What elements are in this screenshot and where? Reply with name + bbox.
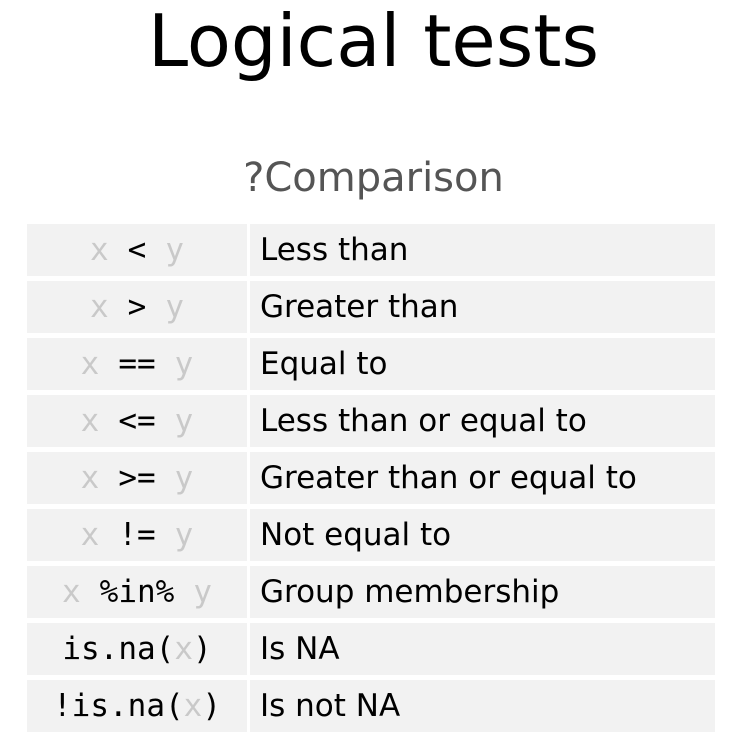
function-argument: x [183,688,203,724]
table-row-equal-to: x == y Equal to [27,338,715,390]
left-operand: x [80,403,100,439]
left-operand: x [80,517,100,553]
operator: == [118,346,156,382]
comparison-table: x < y Less than x > y Greater than x == y Equa… [27,224,715,737]
right-operand: y [174,346,194,382]
description-cell: Greater than [250,281,715,333]
table-row-less-than: x < y Less than [27,224,715,276]
operator: > [127,289,147,325]
code-cell: x >= y [27,452,247,504]
left-operand: x [62,574,81,610]
operator: != [118,517,156,553]
left-operand: x [80,460,100,496]
description-cell: Not equal to [250,509,715,561]
right-operand: y [193,574,212,610]
operator: >= [118,460,156,496]
code-cell: x < y [27,224,247,276]
table-row-not-equal: x != y Not equal to [27,509,715,561]
table-row-is-not-na: !is.na(x) Is not NA [27,680,715,732]
code-cell: x %in% y [27,566,247,618]
right-operand: y [165,232,184,268]
code-cell: x != y [27,509,247,561]
left-operand: x [80,346,100,382]
right-operand: y [174,517,194,553]
table-row-greater-than: x > y Greater than [27,281,715,333]
function-name: is.na( [62,631,175,667]
operator: %in% [99,574,175,610]
closing-paren: ) [202,688,221,724]
operator: < [127,232,147,268]
code-cell: x > y [27,281,247,333]
page-subtitle: ?Comparison [243,155,504,201]
left-operand: x [89,232,109,268]
description-cell: Group membership [250,566,715,618]
description-cell: Less than or equal to [250,395,715,447]
page-title: Logical tests [148,0,599,83]
code-cell: !is.na(x) [27,680,247,732]
table-row-group-membership: x %in% y Group membership [27,566,715,618]
description-cell: Is not NA [250,680,715,732]
function-argument: x [174,631,193,667]
right-operand: y [165,289,184,325]
code-cell: x <= y [27,395,247,447]
closing-paren: ) [192,631,212,667]
right-operand: y [174,460,194,496]
operator: <= [118,403,156,439]
right-operand: y [174,403,194,439]
description-cell: Equal to [250,338,715,390]
table-row-greater-or-equal: x >= y Greater than or equal to [27,452,715,504]
description-cell: Is NA [250,623,715,675]
description-cell: Less than [250,224,715,276]
code-cell: x == y [27,338,247,390]
table-row-is-na: is.na(x) Is NA [27,623,715,675]
code-cell: is.na(x) [27,623,247,675]
description-cell: Greater than or equal to [250,452,715,504]
left-operand: x [89,289,109,325]
table-row-less-or-equal: x <= y Less than or equal to [27,395,715,447]
function-name: !is.na( [53,688,184,724]
